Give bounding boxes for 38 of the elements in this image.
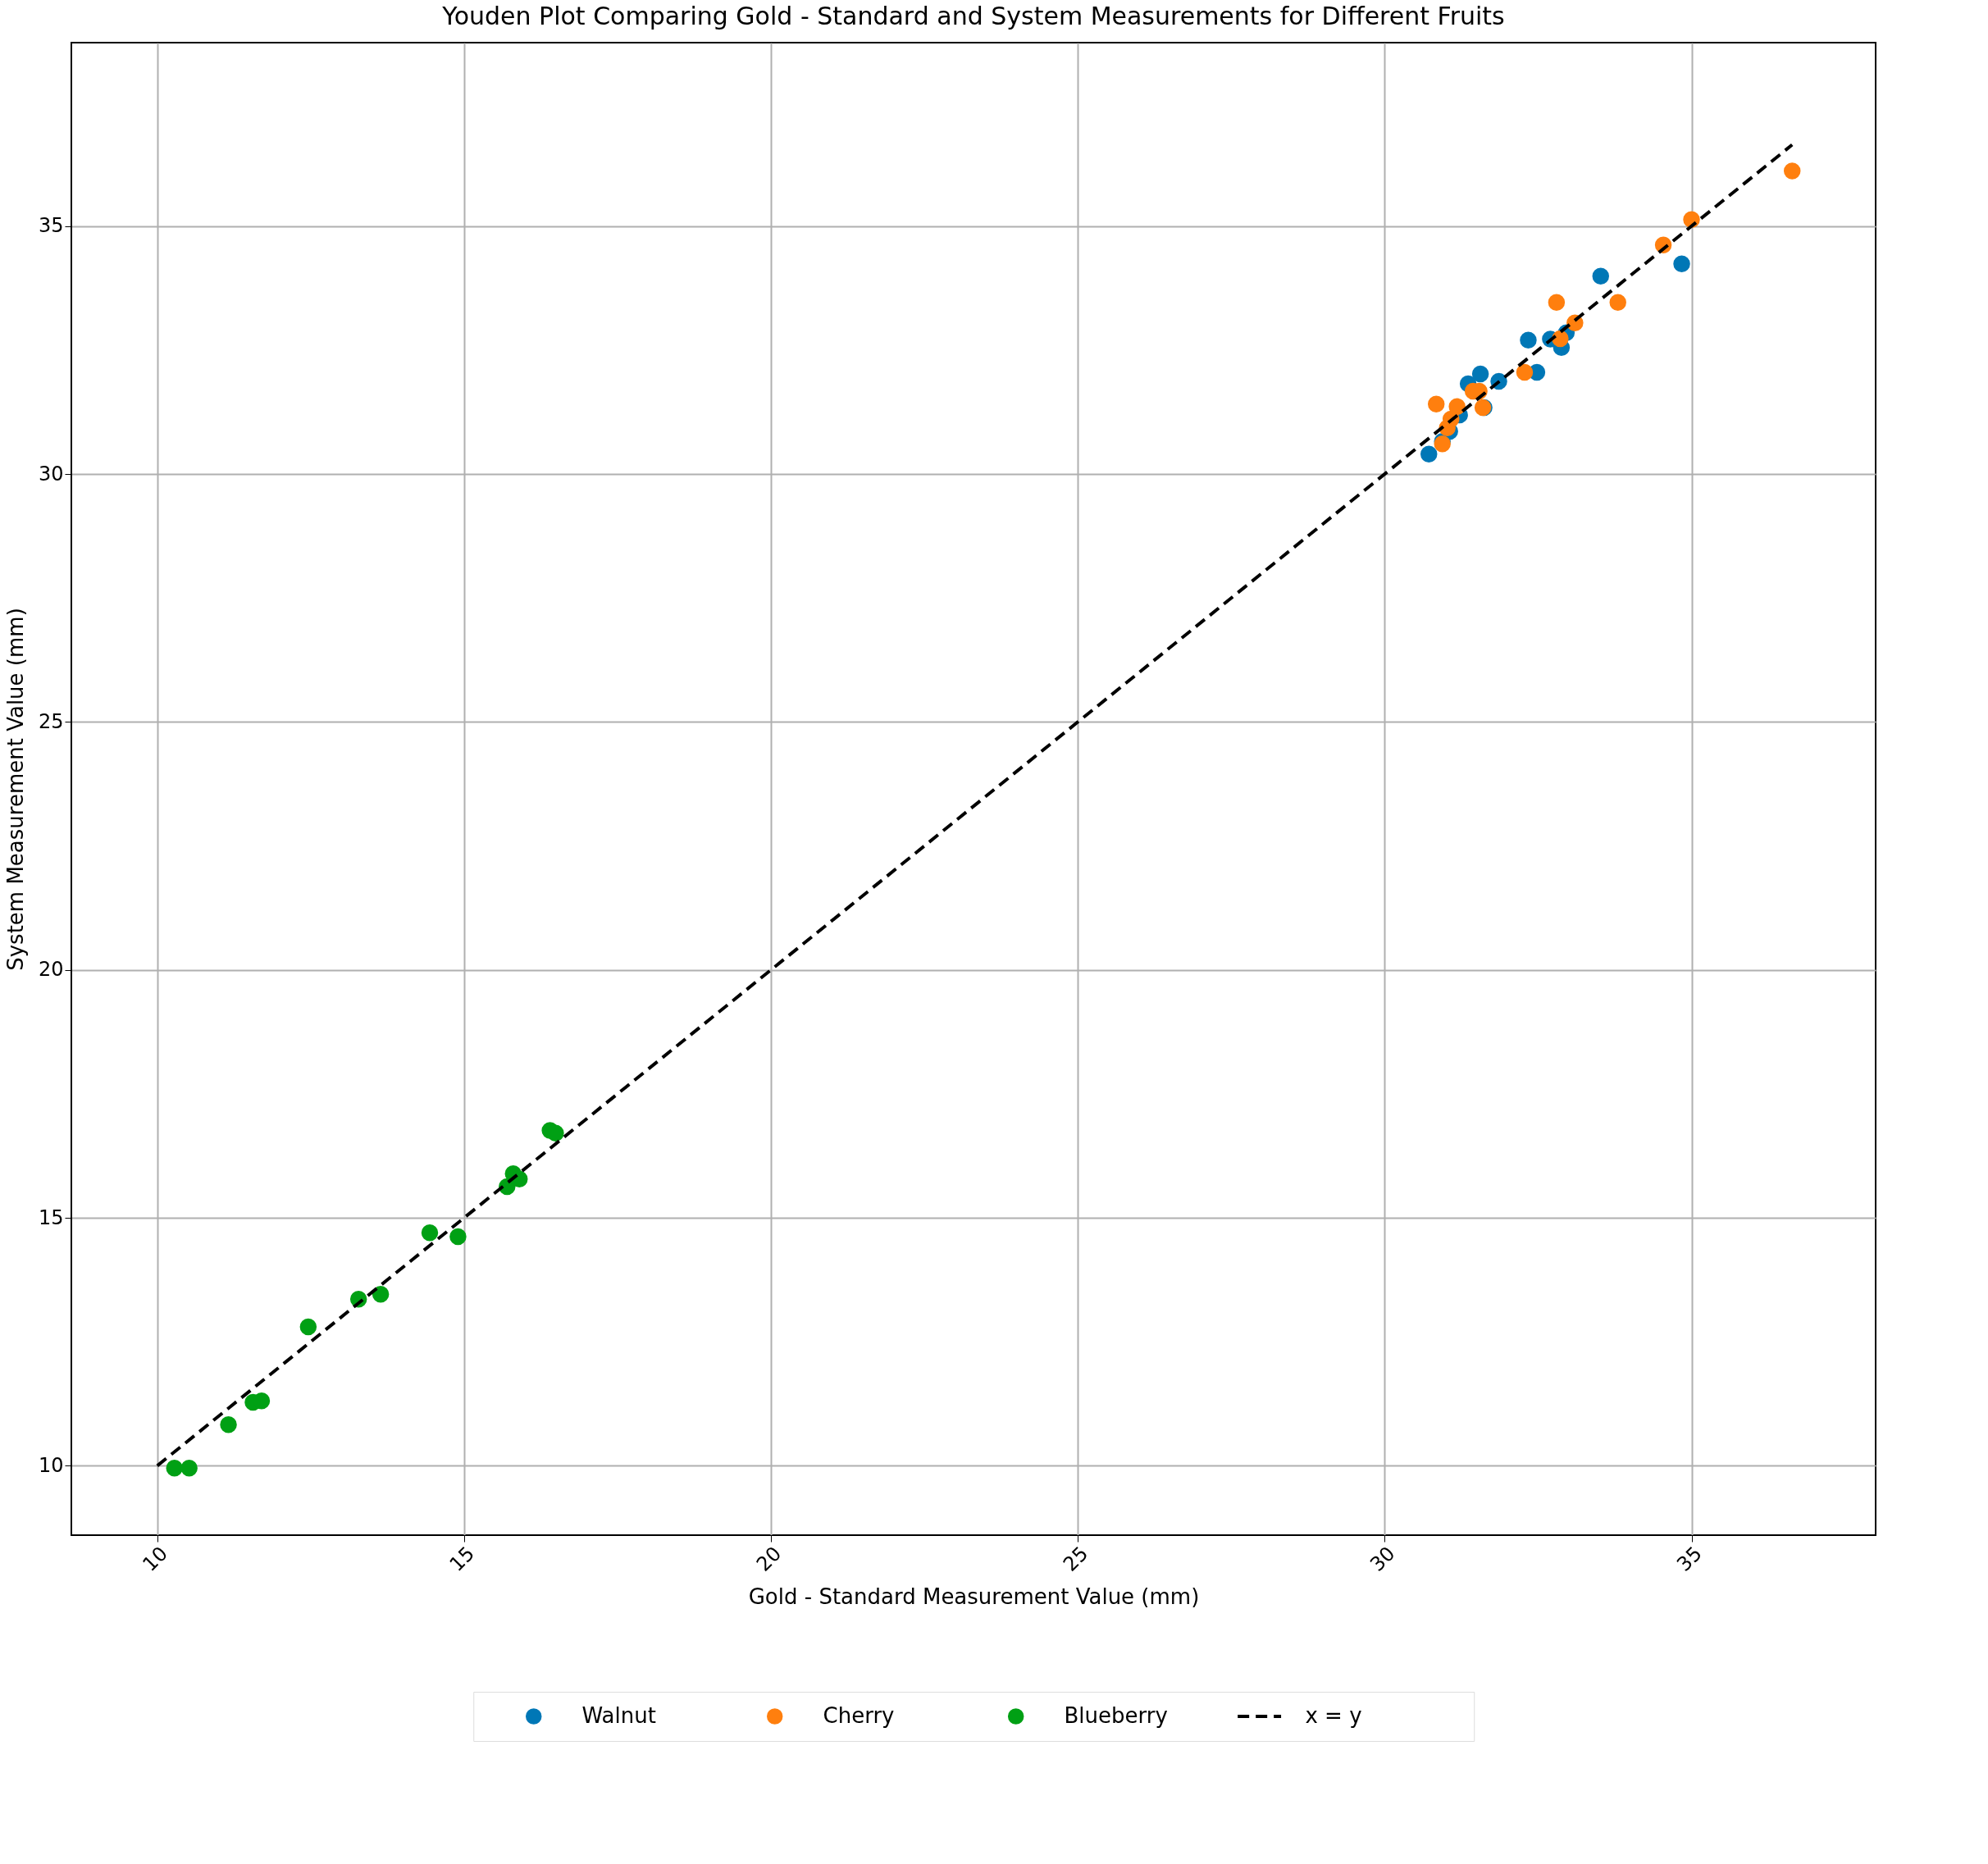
y-tick-label: 25 — [38, 709, 64, 733]
legend-label: Cherry — [823, 1703, 895, 1728]
point — [547, 1124, 564, 1142]
y-tick-label: 35 — [38, 214, 64, 238]
point — [1520, 331, 1537, 349]
x-axis-title: Gold - Standard Measurement Value (mm) — [748, 1584, 1200, 1610]
point — [1592, 267, 1610, 285]
point — [449, 1228, 467, 1246]
x-tick-label: 10 — [138, 1542, 172, 1576]
y-tick-label: 20 — [38, 958, 64, 982]
point — [166, 1460, 183, 1477]
x-tick-label: 20 — [751, 1542, 787, 1576]
point — [220, 1415, 237, 1433]
point — [1471, 365, 1489, 383]
point — [1609, 294, 1626, 312]
x-tick-label: 30 — [1366, 1542, 1400, 1576]
point — [1448, 398, 1466, 416]
y-tick-label: 10 — [38, 1453, 64, 1477]
x-tick-label: 25 — [1058, 1542, 1093, 1576]
y-tick-label: 30 — [38, 462, 64, 485]
point — [372, 1285, 390, 1303]
point — [421, 1224, 439, 1242]
point — [1420, 445, 1438, 463]
x-tick-label: 35 — [1672, 1542, 1707, 1576]
y-axis-title: System Measurement Value (mm) — [2, 608, 28, 971]
legend-label: Blueberry — [1064, 1703, 1168, 1728]
point — [1427, 395, 1445, 413]
point — [1673, 255, 1690, 272]
x-tick-label: 15 — [445, 1542, 480, 1576]
legend-label: Walnut — [581, 1703, 656, 1728]
point — [299, 1318, 317, 1336]
y-tick-label: 15 — [38, 1205, 64, 1229]
legend-label: x = y — [1305, 1703, 1362, 1728]
chart-title: Youden Plot Comparing Gold - Standard and System Measurements for Different Fruits — [441, 2, 1505, 30]
point — [1783, 162, 1801, 180]
point — [1548, 294, 1566, 312]
point — [180, 1460, 198, 1477]
point — [1516, 363, 1534, 381]
